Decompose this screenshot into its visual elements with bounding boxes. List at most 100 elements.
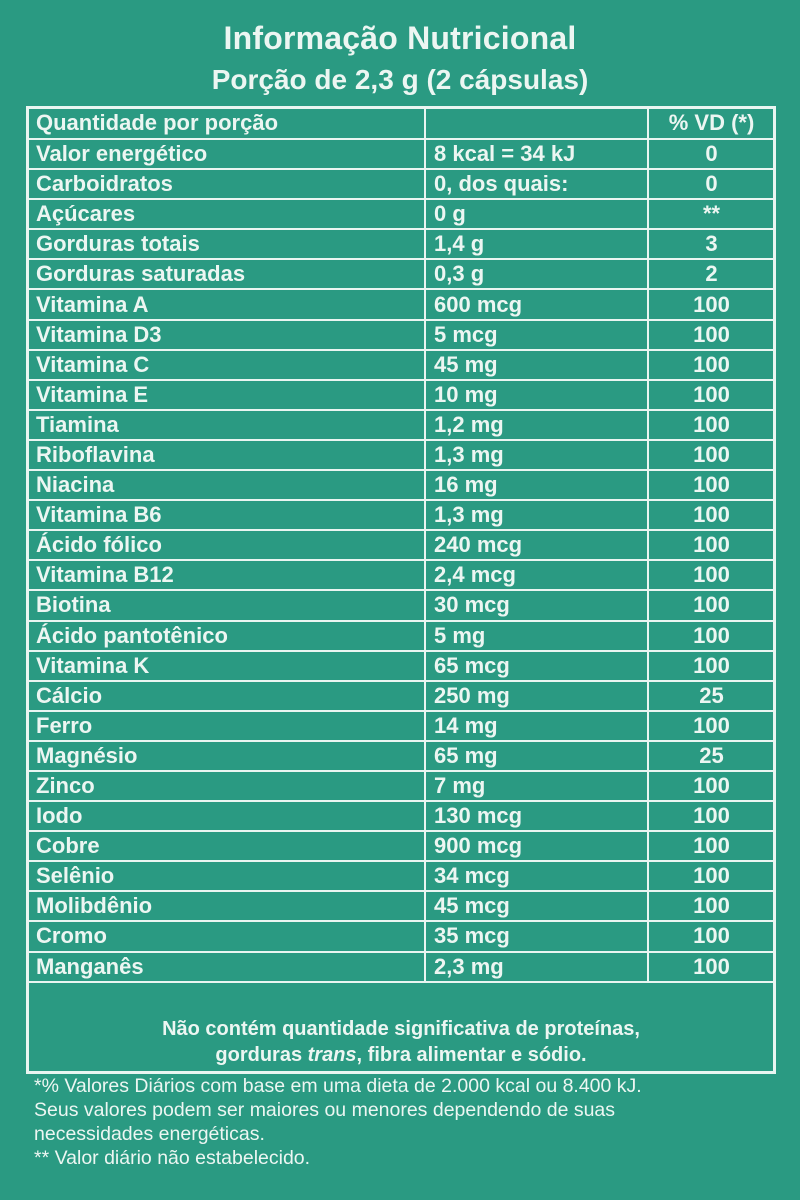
serving-size: Porção de 2,3 g (2 cápsulas) — [211, 64, 589, 95]
nutrient-amount: 130 mcg — [424, 800, 649, 833]
nutrient-amount: 5 mg — [424, 619, 649, 652]
nutrient-name: Vitamina D3 — [26, 318, 426, 351]
label-title: Informação Nutricional — [223, 20, 577, 56]
nutrient-daily-value: 100 — [647, 769, 776, 803]
nutrient-name: Gorduras saturadas — [26, 258, 426, 291]
header-daily-value: % VD (*) — [647, 106, 776, 140]
table-row: Niacina 16 mg 100 — [26, 469, 776, 502]
nutrient-name: Vitamina C — [26, 348, 426, 381]
notice-line-2: gorduras trans, fibra alimentar e sódio. — [26, 1042, 776, 1068]
nutrient-daily-value: 100 — [647, 950, 776, 983]
nutrient-amount: 1,2 mg — [424, 408, 649, 441]
nutrient-amount: 35 mcg — [424, 920, 649, 953]
footnotes: *% Valores Diários com base em uma dieta… — [34, 1074, 779, 1170]
nutrient-amount: 1,4 g — [424, 228, 649, 261]
nutrient-name: Vitamina B12 — [26, 559, 426, 592]
nutrient-amount: 0 g — [424, 198, 649, 231]
table-row: Cromo 35 mcg 100 — [26, 920, 776, 953]
nutrient-name: Riboflavina — [26, 438, 426, 472]
notice-trans-word: trans — [307, 1044, 357, 1066]
footnote-line: Seus valores podem ser maiores ou menore… — [34, 1099, 616, 1121]
table-row: Biotina 30 mcg 100 — [26, 589, 776, 622]
table-row: Selênio 34 mcg 100 — [26, 860, 776, 893]
nutrient-name: Vitamina A — [26, 288, 426, 321]
nutrient-name: Vitamina K — [26, 649, 426, 682]
nutrient-amount: 7 mg — [424, 769, 649, 803]
table-row: Cobre 900 mcg 100 — [26, 830, 776, 863]
table-row: Vitamina K 65 mcg 100 — [26, 649, 776, 682]
nutrient-name: Molibdênio — [26, 890, 426, 923]
nutrient-daily-value: 100 — [647, 408, 776, 441]
nutrient-amount: 45 mg — [424, 348, 649, 381]
table-row: Ácido pantotênico 5 mg 100 — [26, 619, 776, 652]
table-row: Zinco 7 mg 100 — [26, 769, 776, 803]
nutrient-daily-value: 100 — [647, 438, 776, 472]
notice-line-2-start: gorduras — [215, 1044, 308, 1066]
table-row: Vitamina C 45 mg 100 — [26, 348, 776, 381]
nutrient-name: Valor energético — [26, 137, 426, 171]
nutrient-daily-value: 100 — [647, 589, 776, 622]
table-row: Vitamina E 10 mg 100 — [26, 378, 776, 411]
nutrient-amount: 250 mg — [424, 679, 649, 712]
nutrient-amount: 65 mg — [424, 739, 649, 772]
nutrient-name: Açúcares — [26, 198, 426, 231]
nutrient-name: Manganês — [26, 950, 426, 983]
table-row: Açúcares 0 g ** — [26, 198, 776, 231]
nutrient-name: Selênio — [26, 860, 426, 893]
nutrient-name: Magnésio — [26, 739, 426, 772]
nutrient-name: Vitamina E — [26, 378, 426, 411]
nutrient-amount: 900 mcg — [424, 830, 649, 863]
nutrient-daily-value: 100 — [647, 288, 776, 321]
nutrition-table: Quantidade por porção % VD (*) Valor ene… — [26, 106, 776, 983]
nutrient-name: Carboidratos — [26, 168, 426, 201]
nutrient-daily-value: 100 — [647, 378, 776, 411]
nutrient-daily-value: 100 — [647, 559, 776, 592]
nutrient-daily-value: 0 — [647, 168, 776, 201]
nutrient-daily-value: 3 — [647, 228, 776, 261]
header-amount — [424, 106, 649, 140]
table-row: Magnésio 65 mg 25 — [26, 739, 776, 772]
nutrient-amount: 600 mcg — [424, 288, 649, 321]
table-row: Riboflavina 1,3 mg 100 — [26, 438, 776, 472]
nutrient-daily-value: 0 — [647, 137, 776, 171]
nutrient-daily-value: ** — [647, 198, 776, 231]
nutrient-amount: 10 mg — [424, 378, 649, 411]
nutrient-name: Niacina — [26, 469, 426, 502]
nutrient-daily-value: 100 — [647, 529, 776, 562]
notice-line-1: Não contém quantidade significativa de p… — [162, 1018, 640, 1040]
nutrient-name: Zinco — [26, 769, 426, 803]
nutrient-amount: 1,3 mg — [424, 499, 649, 532]
table-header-row: Quantidade por porção % VD (*) — [26, 106, 776, 140]
nutrient-daily-value: 100 — [647, 920, 776, 953]
nutrient-name: Ácido pantotênico — [26, 619, 426, 652]
nutrient-amount: 45 mcg — [424, 890, 649, 923]
nutrient-daily-value: 100 — [647, 619, 776, 652]
nutrient-amount: 240 mcg — [424, 529, 649, 562]
nutrient-name: Gorduras totais — [26, 228, 426, 261]
table-row: Tiamina 1,2 mg 100 — [26, 408, 776, 441]
table-row: Ferro 14 mg 100 — [26, 709, 776, 742]
table-row: Vitamina B12 2,4 mcg 100 — [26, 559, 776, 592]
table-row: Vitamina B6 1,3 mg 100 — [26, 499, 776, 532]
nutrient-amount: 8 kcal = 34 kJ — [424, 137, 649, 171]
nutrient-amount: 5 mcg — [424, 318, 649, 351]
table-row: Molibdênio 45 mcg 100 — [26, 890, 776, 923]
footnote-line: ** Valor diário não estabelecido. — [34, 1147, 311, 1169]
nutrient-name: Cobre — [26, 830, 426, 863]
nutrient-amount: 1,3 mg — [424, 438, 649, 472]
nutrient-amount: 65 mcg — [424, 649, 649, 682]
nutrient-amount: 0, dos quais: — [424, 168, 649, 201]
nutrient-daily-value: 25 — [647, 739, 776, 772]
header-quantity-label: Quantidade por porção — [26, 106, 426, 140]
table-row: Ácido fólico 240 mcg 100 — [26, 529, 776, 562]
nutrient-daily-value: 100 — [647, 318, 776, 351]
footnote-line: *% Valores Diários com base em uma dieta… — [34, 1075, 642, 1097]
nutrient-daily-value: 100 — [647, 649, 776, 682]
nutrient-daily-value: 100 — [647, 469, 776, 502]
nutrient-name: Cromo — [26, 920, 426, 953]
notice-line-2-end: , fibra alimentar e sódio. — [356, 1044, 587, 1066]
nutrient-amount: 14 mg — [424, 709, 649, 742]
table-row: Manganês 2,3 mg 100 — [26, 950, 776, 983]
nutrient-name: Tiamina — [26, 408, 426, 441]
